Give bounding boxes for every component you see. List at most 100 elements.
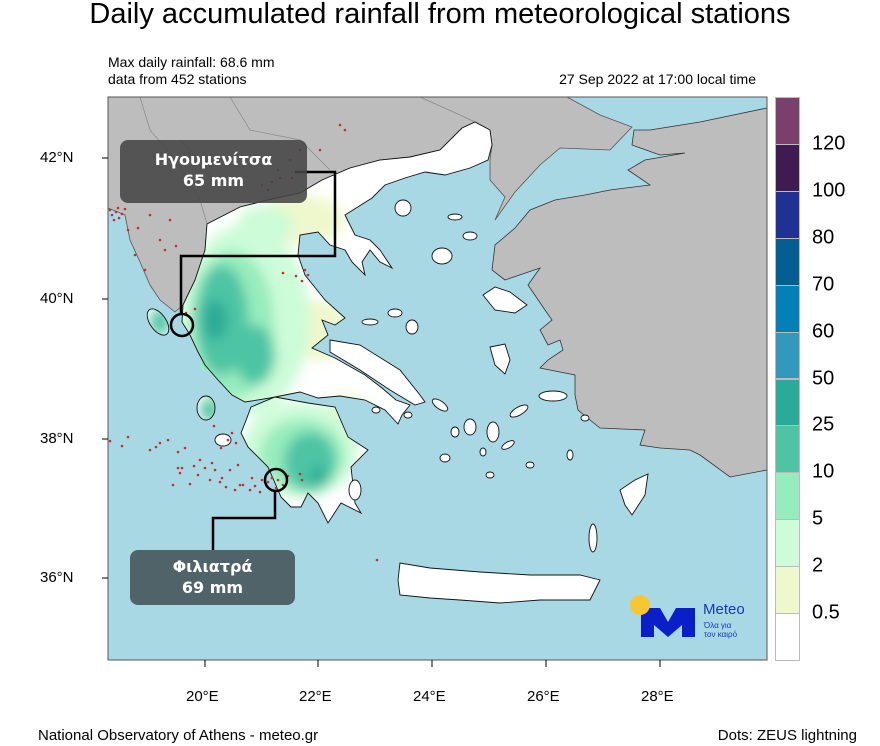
colorbar-swatch bbox=[775, 331, 800, 380]
euboea bbox=[329, 339, 426, 406]
lightning-dot bbox=[136, 226, 140, 230]
lightning-dot bbox=[270, 476, 274, 480]
colorbar-swatch bbox=[775, 97, 800, 145]
lightning-dot bbox=[258, 490, 262, 494]
lightning-dot bbox=[274, 486, 278, 490]
colorbar-label: 2 bbox=[812, 554, 824, 577]
lightning-dot bbox=[260, 478, 264, 482]
lightning-dot bbox=[236, 463, 240, 467]
lightning-dot bbox=[126, 435, 130, 439]
lightning-dot bbox=[171, 483, 175, 487]
lightning-dot bbox=[294, 274, 298, 278]
chios bbox=[489, 343, 511, 375]
lightning-dot bbox=[210, 461, 214, 465]
connector-filiatra bbox=[211, 491, 277, 552]
lightning-dot bbox=[180, 466, 184, 470]
lightning-dot bbox=[123, 207, 127, 211]
lightning-dot bbox=[148, 448, 152, 452]
meteo-m-mark bbox=[641, 608, 695, 637]
lightning-dot bbox=[192, 464, 196, 468]
stations-count-text: data from 452 stations bbox=[108, 71, 247, 87]
colorbar-swatch bbox=[775, 143, 800, 192]
lightning-dot bbox=[188, 482, 192, 486]
lon-label-26: 26°E bbox=[527, 688, 560, 705]
lon-label-20: 20°E bbox=[186, 688, 219, 705]
callout-value: 69 mm bbox=[181, 578, 244, 597]
sun-icon bbox=[630, 595, 650, 615]
lightning-dot bbox=[114, 210, 118, 214]
colorbar-label: 80 bbox=[812, 226, 835, 249]
lightning-dot bbox=[218, 480, 222, 484]
colorbar-swatch bbox=[775, 613, 800, 661]
lightning-dot bbox=[253, 484, 257, 488]
lightning-dot bbox=[208, 478, 212, 482]
connector-igoumenitsa bbox=[179, 170, 337, 314]
lightning-dot bbox=[281, 483, 285, 487]
lat-label-36: 36°N bbox=[40, 569, 74, 586]
lat-label-38: 38°N bbox=[40, 430, 74, 447]
callout-station: Φιλιατρά bbox=[172, 557, 253, 576]
lightning-dot bbox=[196, 473, 200, 477]
lightning-dot bbox=[213, 468, 217, 472]
colorbar-swatch bbox=[775, 378, 800, 427]
callout-connectors bbox=[169, 170, 337, 552]
colorbar-label: 0.5 bbox=[812, 601, 840, 624]
lightning-dot bbox=[133, 253, 137, 257]
lightning-dot bbox=[276, 478, 280, 482]
colorbar-swatch bbox=[775, 566, 800, 615]
callout-station: Ηγουμενίτσα bbox=[154, 150, 273, 169]
lightning-dot bbox=[116, 206, 120, 210]
colorbar-swatch bbox=[775, 237, 800, 286]
colorbar-label: 50 bbox=[812, 367, 835, 389]
lightning-dot bbox=[300, 279, 304, 283]
lightning-dot bbox=[198, 458, 202, 462]
lightning-dot bbox=[250, 476, 254, 480]
callout-value: 65 mm bbox=[182, 171, 245, 190]
colorbar-label: 60 bbox=[812, 320, 835, 343]
lightning-dot bbox=[228, 468, 232, 472]
anatolia-land bbox=[491, 97, 767, 478]
lon-label-22: 22°E bbox=[299, 688, 332, 705]
colorbar-swatch bbox=[775, 425, 800, 474]
marker-igoumenitsa bbox=[169, 312, 195, 338]
lightning-dot bbox=[193, 307, 197, 311]
lightning-dot bbox=[224, 485, 228, 489]
lightning-dot bbox=[126, 228, 130, 232]
logo-name: Meteo bbox=[703, 601, 745, 618]
lightning-dot bbox=[248, 488, 252, 492]
lightning-dot bbox=[238, 483, 242, 487]
lightning-dot bbox=[178, 471, 182, 475]
footer-dots-note: Dots: ZEUS lightning bbox=[717, 727, 857, 744]
lightning-dot bbox=[154, 445, 158, 449]
callout-filiatra: Φιλιατρά 69 mm bbox=[130, 550, 295, 605]
lesvos bbox=[482, 286, 528, 314]
footer-source: National Observatory of Athens - meteo.g… bbox=[38, 727, 319, 744]
lightning-dot bbox=[108, 208, 112, 212]
lightning-dot bbox=[230, 431, 234, 435]
lightning-dot bbox=[241, 483, 245, 487]
lightning-dot bbox=[143, 268, 147, 272]
lightning-dot bbox=[281, 271, 285, 275]
lightning-dot bbox=[148, 213, 152, 217]
callout-igoumenitsa: Ηγουμενίτσα 65 mm bbox=[120, 140, 307, 203]
greece-coastline bbox=[146, 121, 493, 524]
lightning-dot bbox=[158, 238, 162, 242]
colorbar-swatch bbox=[775, 284, 800, 333]
lightning-dot bbox=[183, 446, 187, 450]
colorbar-label: 100 bbox=[812, 179, 846, 202]
colorbar-label: 10 bbox=[812, 460, 835, 483]
lightning-dot bbox=[108, 439, 112, 443]
lightning-dot bbox=[233, 488, 237, 492]
lightning-dot bbox=[300, 478, 304, 482]
lightning-dot bbox=[176, 466, 180, 470]
logo-tagline-line2: τον καιρό bbox=[704, 630, 738, 639]
marker-filiatra bbox=[263, 467, 289, 493]
map-title: Daily accumulated rainfall from meteorol… bbox=[89, 0, 791, 30]
lightning-dot bbox=[163, 248, 167, 252]
crete bbox=[397, 562, 601, 604]
rhodes bbox=[619, 473, 649, 516]
colorbar-label: 70 bbox=[812, 273, 835, 296]
lat-label-40: 40°N bbox=[40, 290, 74, 307]
lightning-dot bbox=[343, 128, 347, 132]
lightning-dot bbox=[306, 273, 310, 277]
